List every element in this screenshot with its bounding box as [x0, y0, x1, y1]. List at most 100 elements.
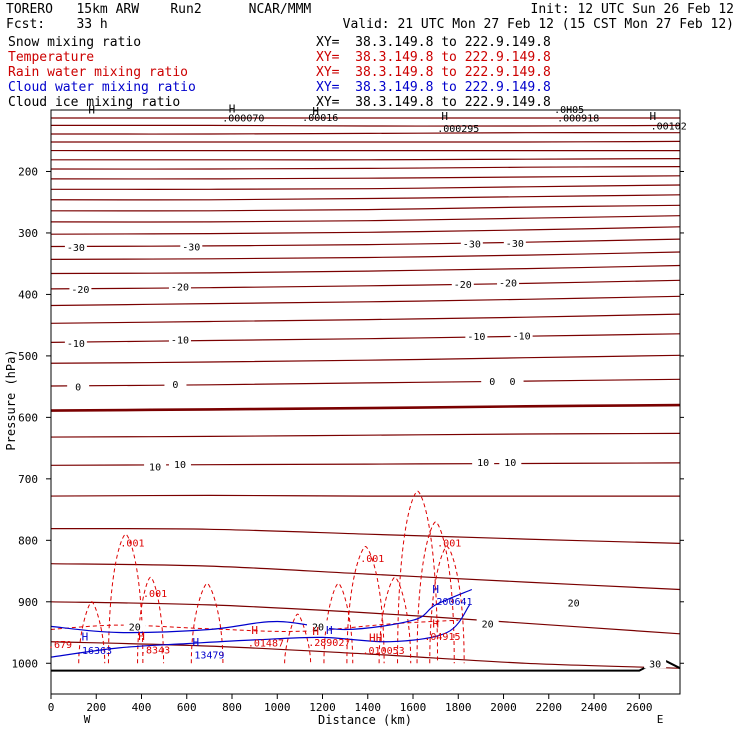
max-marker: H: [88, 104, 95, 117]
temperature-isotherm: [50, 175, 681, 180]
temperature-label: 20: [482, 619, 494, 630]
temperature-label: 10: [504, 458, 516, 469]
rain-contour: [107, 533, 144, 664]
cloud-water-label: 13479: [194, 650, 224, 661]
x-tick-label: 1200: [309, 701, 336, 714]
temperature-isotherm: [50, 264, 681, 275]
temperature-isotherm: [50, 403, 681, 412]
cloud-water-contour: [50, 604, 471, 658]
temperature-isotherm: [50, 494, 680, 497]
x-tick-label: 800: [222, 701, 242, 714]
legend-snow-xy: XY= 38.3.149.8 to 222.9.149.8: [316, 35, 551, 50]
temperature-label: -20: [71, 285, 89, 296]
temperature-isotherm: [50, 132, 681, 135]
temperature-label: -20: [171, 282, 189, 293]
rain-label: .001: [360, 554, 384, 565]
temperature-label: -30: [67, 243, 85, 254]
temperature-label-bg: [481, 375, 504, 387]
max-marker: H: [229, 102, 236, 115]
x-tick-label: 2400: [581, 701, 608, 714]
temperature-isotherm: [50, 251, 681, 260]
temperature-label: 20: [568, 598, 580, 609]
temperature-label-bg: [644, 657, 667, 669]
rain-contour: [137, 576, 165, 664]
temperature-label: -20: [454, 280, 472, 291]
temperature-isotherm: [50, 563, 681, 591]
temperature-isotherm: [50, 184, 681, 190]
y-tick-label: 1000: [12, 657, 39, 670]
snow-label: .00102: [651, 122, 687, 133]
cloud-water-label: .200641: [430, 597, 472, 608]
temperature-label: -20: [499, 279, 517, 290]
rain-label: .04915: [424, 632, 460, 643]
temperature-label: 10: [477, 458, 489, 469]
legend-temperature-label: Temperature: [8, 50, 95, 65]
temperature-label-bg: [180, 240, 203, 252]
temperature-isotherm: [50, 215, 681, 223]
max-marker: H: [82, 631, 89, 644]
x-tick-label: 0: [48, 701, 55, 714]
max-marker: H: [369, 632, 376, 645]
temperature-isotherm: [50, 313, 681, 324]
rain-label: .001: [120, 538, 144, 549]
temperature-isotherm: [50, 279, 681, 290]
temperature-label: -10: [67, 339, 85, 350]
legend-cloud-water-xy: XY= 38.3.149.8 to 222.9.149.8: [316, 80, 551, 95]
temperature-label: -30: [463, 239, 481, 250]
x-tick-label: 1800: [445, 701, 472, 714]
max-marker: H: [376, 632, 383, 645]
temperature-label-bg: [164, 378, 187, 390]
max-marker: H: [312, 105, 319, 118]
temperature-isotherm: [50, 354, 681, 364]
temperature-label: -10: [171, 335, 189, 346]
temperature-label: -10: [513, 332, 531, 343]
temperature-label-bg: [69, 282, 92, 294]
temperature-isotherm: [50, 204, 681, 212]
temperature-label-bg: [501, 375, 524, 387]
max-marker: H: [432, 618, 439, 631]
rain-contour: [284, 613, 312, 664]
temperature-isotherm: [50, 295, 681, 307]
temperature-label-bg: [144, 460, 167, 472]
temperature-label-bg: [476, 617, 499, 629]
y-tick-label: 500: [18, 350, 38, 363]
y-axis-title: Pressure (hPa): [4, 349, 18, 450]
y-tick-label: 400: [18, 288, 38, 301]
rain-contour: [429, 545, 465, 664]
y-tick-label: 700: [18, 473, 38, 486]
rain-contour: [397, 490, 439, 664]
y-tick-label: 800: [18, 534, 38, 547]
east-label: E: [657, 713, 664, 726]
y-tick-label: 900: [18, 596, 38, 609]
max-marker: H: [251, 624, 258, 637]
x-tick-label: 2200: [536, 701, 563, 714]
temperature-label-bg: [168, 280, 191, 292]
rain-label: .289027: [308, 638, 350, 649]
rain-label: .001: [143, 589, 167, 600]
temperature-label-bg: [64, 336, 87, 348]
temperature-label-bg: [510, 329, 533, 341]
x-axis-title: Distance (km): [318, 713, 412, 727]
temperature-label: 10: [174, 460, 186, 471]
legend-cloud-water-label: Cloud water mixing ratio: [8, 80, 196, 95]
temperature-label: -10: [467, 332, 485, 343]
temperature-label: -30: [506, 239, 524, 250]
y-tick-label: 200: [18, 165, 38, 178]
temperature-label-bg: [472, 456, 495, 468]
cloud-water-contour: [50, 588, 473, 634]
rain-label: .01487: [248, 639, 284, 650]
snow-label: .0H05: [554, 105, 584, 116]
temperature-isotherm: [50, 194, 681, 201]
temperature-label-bg: [168, 458, 191, 470]
temperature-label-bg: [562, 596, 585, 608]
max-marker: H: [650, 110, 657, 123]
west-label: W: [84, 713, 91, 726]
rain-label: .679: [48, 640, 72, 651]
plot-frame: [50, 109, 681, 695]
rain-contour: [50, 619, 459, 632]
temperature-isotherm: [50, 528, 681, 544]
temperature-label: 20: [312, 622, 324, 633]
max-marker: H: [326, 624, 333, 637]
temperature-label-bg: [168, 333, 191, 345]
